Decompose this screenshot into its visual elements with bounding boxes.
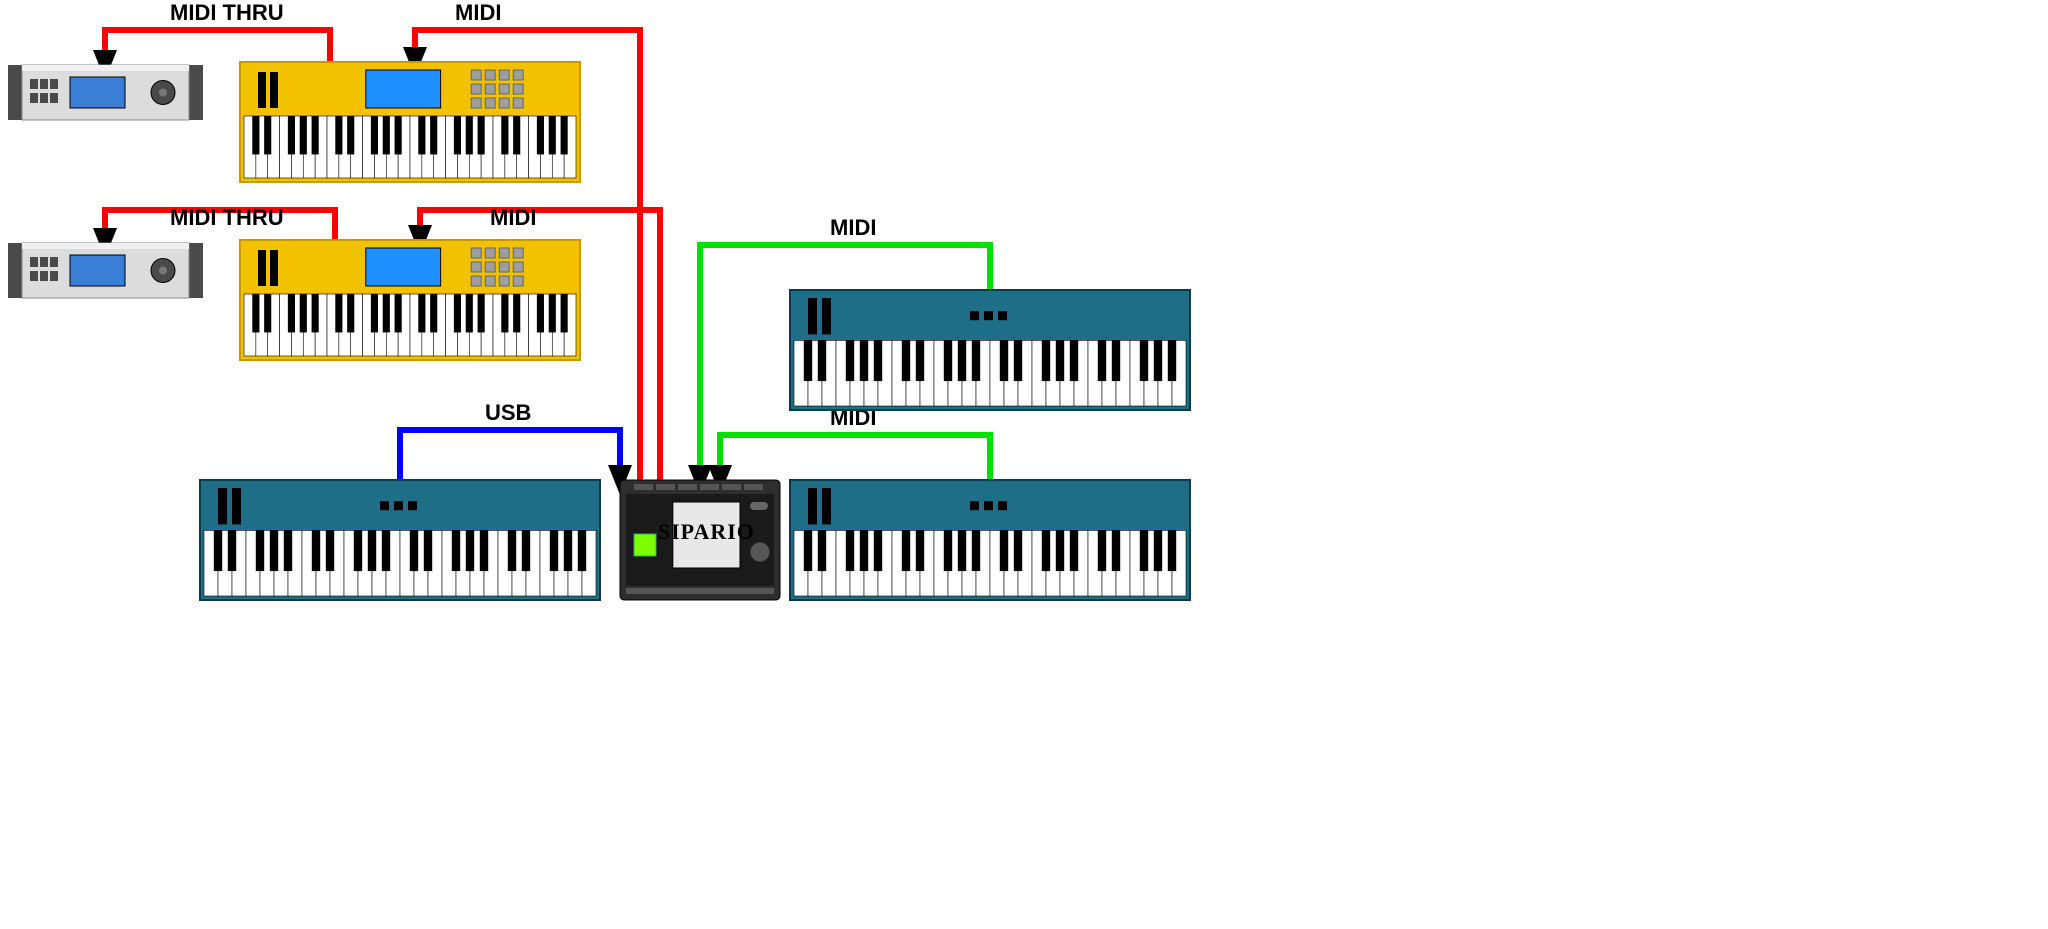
keyboard-teal-left bbox=[200, 480, 600, 600]
rack-1 bbox=[8, 65, 203, 120]
thru2-label: MIDI THRU bbox=[170, 205, 284, 230]
midi3-label: MIDI bbox=[830, 215, 876, 240]
keyboard-teal-right-1 bbox=[790, 290, 1190, 410]
midi1-label: MIDI bbox=[455, 0, 501, 25]
usb-cable bbox=[400, 430, 620, 480]
thru1-cable bbox=[105, 30, 330, 65]
keyboard-yellow-2 bbox=[240, 240, 580, 360]
midi2-label: MIDI bbox=[490, 205, 536, 230]
thru1-label: MIDI THRU bbox=[170, 0, 284, 25]
keyboard-yellow-1 bbox=[240, 62, 580, 182]
keyboard-teal-right-2 bbox=[790, 480, 1190, 600]
midi4-cable bbox=[720, 435, 990, 480]
rack-2 bbox=[8, 243, 203, 298]
controller-brand: SIPARIO bbox=[658, 519, 755, 544]
midi-controller: SIPARIO bbox=[620, 480, 780, 600]
usb-label: USB bbox=[485, 400, 531, 425]
